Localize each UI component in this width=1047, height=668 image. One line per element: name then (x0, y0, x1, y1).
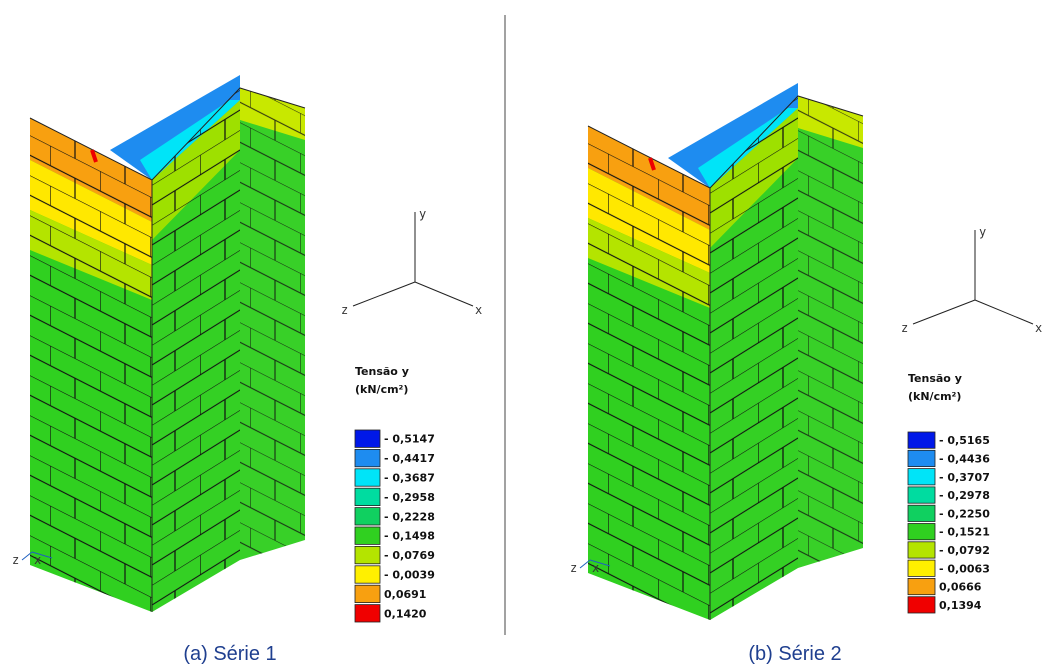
legend-label: 0,0691 (384, 588, 426, 601)
legend-swatch (355, 566, 380, 583)
origin-label-z: z (12, 553, 19, 567)
legend-swatch (355, 527, 380, 544)
legend-swatch (908, 578, 935, 594)
legend-swatch (355, 605, 380, 622)
legend-label: - 0,0792 (939, 544, 990, 557)
legend-swatch (908, 560, 935, 576)
axis-triad (913, 230, 1033, 324)
figure: y z x z x Tensão y (kN/cm²) - 0,5147 - 0,4417 - 0… (0, 0, 1047, 668)
legend-label: - 0,3687 (384, 472, 435, 485)
legend-label: - 0,1521 (939, 526, 990, 539)
legend-label: - 0,2978 (939, 489, 990, 502)
axis-triad (353, 212, 473, 306)
origin-label-x: x (34, 553, 41, 567)
axis-label-z: z (341, 303, 348, 317)
legend-swatch (908, 524, 935, 540)
legend-label: - 0,2250 (939, 507, 990, 520)
legend-swatch (908, 469, 935, 485)
legend-swatch (355, 546, 380, 563)
legend-label: - 0,4436 (939, 452, 990, 465)
axis-label-y: y (979, 225, 986, 239)
legend-label: 0,1420 (384, 607, 427, 620)
legend-swatch (355, 508, 380, 525)
caption: (a) Série 1 (183, 643, 276, 665)
legend-swatch (355, 430, 380, 447)
legend-label: - 0,2228 (384, 510, 435, 523)
wall-render-a (30, 75, 305, 612)
axis-label-x: x (1035, 321, 1042, 335)
legend-swatch (908, 487, 935, 503)
axis-label-z: z (901, 321, 908, 335)
legend-title: Tensão y (908, 372, 962, 385)
wall-render-b (588, 83, 863, 620)
legend-label: - 0,5165 (939, 434, 990, 447)
caption: (b) Série 2 (748, 643, 841, 665)
axis-label-y: y (419, 207, 426, 221)
legend-swatch (355, 449, 380, 466)
legend-label: - 0,0063 (939, 562, 990, 575)
legend-label: - 0,0039 (384, 569, 435, 582)
legend-swatch (355, 585, 380, 602)
legend-title: Tensão y (355, 365, 409, 378)
legend-swatch (355, 469, 380, 486)
legend-unit: (kN/cm²) (355, 383, 408, 396)
legend-swatch (908, 450, 935, 466)
legend-label: - 0,2958 (384, 491, 435, 504)
legend-swatch (908, 432, 935, 448)
legend-label: - 0,0769 (384, 549, 435, 562)
legend-label: - 0,1498 (384, 530, 435, 543)
origin-label-z: z (570, 561, 577, 575)
legend-label: - 0,4417 (384, 452, 435, 465)
origin-label-x: x (592, 561, 599, 575)
legend-swatch (908, 542, 935, 558)
legend-unit: (kN/cm²) (908, 390, 961, 403)
legend-label: - 0,5147 (384, 433, 435, 446)
legend-label: 0,1394 (939, 599, 982, 612)
legend-swatch (908, 597, 935, 613)
legend-label: 0,0666 (939, 581, 982, 594)
axis-label-x: x (475, 303, 482, 317)
legend-swatch (908, 505, 935, 521)
legend-swatch (355, 488, 380, 505)
legend-label: - 0,3707 (939, 471, 990, 484)
